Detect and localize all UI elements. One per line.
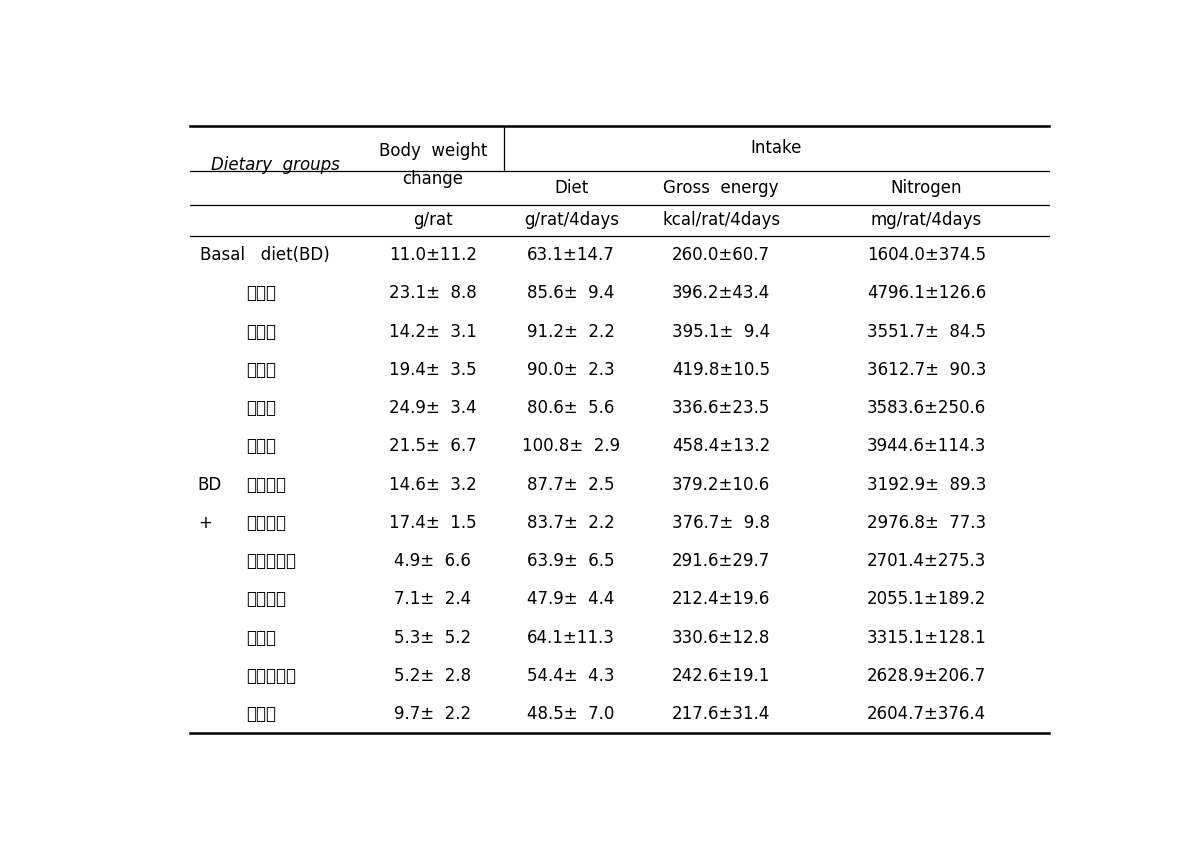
Text: Basal   diet(BD): Basal diet(BD) xyxy=(200,246,330,264)
Text: 14.6±  3.2: 14.6± 3.2 xyxy=(388,476,476,493)
Text: 4796.1±126.6: 4796.1±126.6 xyxy=(867,285,986,302)
Text: 80.6±  5.6: 80.6± 5.6 xyxy=(528,399,615,417)
Text: 17.4±  1.5: 17.4± 1.5 xyxy=(389,514,476,532)
Text: 379.2±10.6: 379.2±10.6 xyxy=(672,476,771,493)
Text: 85.6±  9.4: 85.6± 9.4 xyxy=(528,285,615,302)
Text: kcal/rat/4days: kcal/rat/4days xyxy=(662,211,780,229)
Text: 54.4±  4.3: 54.4± 4.3 xyxy=(528,667,615,685)
Text: 2976.8±  77.3: 2976.8± 77.3 xyxy=(867,514,986,532)
Text: 해물탕: 해물탕 xyxy=(245,399,276,417)
Text: 2628.9±206.7: 2628.9±206.7 xyxy=(867,667,986,685)
Text: g/rat: g/rat xyxy=(413,211,453,229)
Text: 갈비탕: 갈비탕 xyxy=(245,437,276,456)
Text: 육개장: 육개장 xyxy=(245,322,276,340)
Text: Gross  energy: Gross energy xyxy=(663,179,779,197)
Text: 19.4±  3.5: 19.4± 3.5 xyxy=(389,360,476,379)
Text: g/rat/4days: g/rat/4days xyxy=(524,211,618,229)
Text: 212.4±19.6: 212.4±19.6 xyxy=(672,590,771,608)
Text: Dietary  groups: Dietary groups xyxy=(212,157,341,174)
Text: 설랙탕: 설랙탕 xyxy=(245,285,276,302)
Text: 91.2±  2.2: 91.2± 2.2 xyxy=(528,322,615,340)
Text: 23.1±  8.8: 23.1± 8.8 xyxy=(388,285,476,302)
Text: 1604.0±374.5: 1604.0±374.5 xyxy=(867,246,986,264)
Text: 217.6±31.4: 217.6±31.4 xyxy=(672,705,771,723)
Text: Intake: Intake xyxy=(750,140,803,157)
Text: Body  weight: Body weight xyxy=(379,142,487,160)
Text: 90.0±  2.3: 90.0± 2.3 xyxy=(528,360,615,379)
Text: 미역국: 미역국 xyxy=(245,628,276,647)
Text: 14.2±  3.1: 14.2± 3.1 xyxy=(388,322,476,340)
Text: 242.6±19.1: 242.6±19.1 xyxy=(672,667,771,685)
Text: 291.6±29.7: 291.6±29.7 xyxy=(672,552,771,570)
Text: 3612.7±  90.3: 3612.7± 90.3 xyxy=(867,360,986,379)
Text: 7.1±  2.4: 7.1± 2.4 xyxy=(394,590,472,608)
Text: change: change xyxy=(403,170,463,189)
Text: 47.9±  4.4: 47.9± 4.4 xyxy=(528,590,615,608)
Text: 된장지개: 된장지개 xyxy=(245,514,286,532)
Text: mg/rat/4days: mg/rat/4days xyxy=(871,211,983,229)
Text: 24.9±  3.4: 24.9± 3.4 xyxy=(389,399,476,417)
Text: 소고기무국: 소고기무국 xyxy=(245,667,295,685)
Text: 63.9±  6.5: 63.9± 6.5 xyxy=(528,552,615,570)
Text: 2055.1±189.2: 2055.1±189.2 xyxy=(867,590,986,608)
Text: 2604.7±376.4: 2604.7±376.4 xyxy=(867,705,986,723)
Text: 87.7±  2.5: 87.7± 2.5 xyxy=(528,476,615,493)
Text: 3315.1±128.1: 3315.1±128.1 xyxy=(867,628,986,647)
Text: 3551.7±  84.5: 3551.7± 84.5 xyxy=(867,322,986,340)
Text: Diet: Diet xyxy=(554,179,588,197)
Text: 2701.4±275.3: 2701.4±275.3 xyxy=(867,552,986,570)
Text: 5.2±  2.8: 5.2± 2.8 xyxy=(394,667,472,685)
Text: 삼계탕: 삼계탕 xyxy=(245,360,276,379)
Text: 376.7±  9.8: 376.7± 9.8 xyxy=(672,514,771,532)
Text: 4.9±  6.6: 4.9± 6.6 xyxy=(394,552,472,570)
Text: 330.6±12.8: 330.6±12.8 xyxy=(672,628,771,647)
Text: 5.3±  5.2: 5.3± 5.2 xyxy=(394,628,472,647)
Text: Nitrogen: Nitrogen xyxy=(891,179,962,197)
Text: +: + xyxy=(198,514,212,532)
Text: 100.8±  2.9: 100.8± 2.9 xyxy=(522,437,621,456)
Text: 21.5±  6.7: 21.5± 6.7 xyxy=(389,437,476,456)
Text: 396.2±43.4: 396.2±43.4 xyxy=(672,285,771,302)
Text: 64.1±11.3: 64.1±11.3 xyxy=(528,628,615,647)
Text: 순두부지개: 순두부지개 xyxy=(245,552,295,570)
Text: 48.5±  7.0: 48.5± 7.0 xyxy=(528,705,615,723)
Text: 3192.9±  89.3: 3192.9± 89.3 xyxy=(867,476,986,493)
Text: 336.6±23.5: 336.6±23.5 xyxy=(672,399,771,417)
Text: 3583.6±250.6: 3583.6±250.6 xyxy=(867,399,986,417)
Text: BD: BD xyxy=(198,476,222,493)
Text: 63.1±14.7: 63.1±14.7 xyxy=(528,246,615,264)
Text: 260.0±60.7: 260.0±60.7 xyxy=(672,246,771,264)
Text: 11.0±11.2: 11.0±11.2 xyxy=(388,246,476,264)
Text: 김치지개: 김치지개 xyxy=(245,476,286,493)
Text: 83.7±  2.2: 83.7± 2.2 xyxy=(528,514,615,532)
Text: 버섯전골: 버섯전골 xyxy=(245,590,286,608)
Text: 458.4±13.2: 458.4±13.2 xyxy=(672,437,771,456)
Text: 3944.6±114.3: 3944.6±114.3 xyxy=(867,437,986,456)
Text: 419.8±10.5: 419.8±10.5 xyxy=(672,360,771,379)
Text: 북엇국: 북엇국 xyxy=(245,705,276,723)
Text: 9.7±  2.2: 9.7± 2.2 xyxy=(394,705,472,723)
Text: 395.1±  9.4: 395.1± 9.4 xyxy=(672,322,771,340)
